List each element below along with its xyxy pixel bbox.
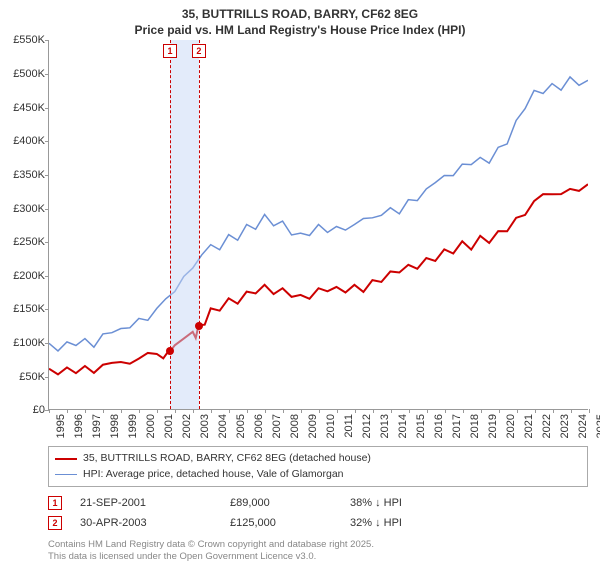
sales-table: 1 21-SEP-2001 £89,000 38% ↓ HPI 2 30-APR… [48, 493, 588, 533]
y-tick-label: £400K [13, 135, 49, 147]
legend-row-1: HPI: Average price, detached house, Vale… [55, 467, 581, 482]
chart-lines-svg [49, 40, 588, 409]
legend-swatch-0 [55, 458, 77, 460]
sale-price-1: £125,000 [230, 517, 350, 529]
x-tick-label: 2020 [502, 414, 517, 438]
y-tick-label: £200K [13, 270, 49, 282]
x-tick-label: 2003 [196, 414, 211, 438]
chart-plot-area: £0£50K£100K£150K£200K£250K£300K£350K£400… [48, 40, 588, 410]
y-tick-label: £100K [13, 337, 49, 349]
x-tick-label: 2002 [178, 414, 193, 438]
sale-date-0: 21-SEP-2001 [80, 497, 230, 509]
x-tick-label: 1999 [124, 414, 139, 438]
x-tick-label: 1998 [106, 414, 121, 438]
legend-row-0: 35, BUTTRILLS ROAD, BARRY, CF62 8EG (det… [55, 451, 581, 466]
legend-box: 35, BUTTRILLS ROAD, BARRY, CF62 8EG (det… [48, 446, 588, 486]
y-tick-label: £550K [13, 34, 49, 46]
series-line [49, 185, 588, 375]
x-tick-label: 2024 [574, 414, 589, 438]
marker-dot [166, 347, 174, 355]
x-tick-label: 2005 [232, 414, 247, 438]
y-tick-label: £500K [13, 68, 49, 80]
x-tick-label: 1995 [52, 414, 67, 438]
x-tick-label: 2017 [448, 414, 463, 438]
chart-title-block: 35, BUTTRILLS ROAD, BARRY, CF62 8EG Pric… [0, 0, 600, 40]
marker-dot [195, 322, 203, 330]
sales-row-1: 2 30-APR-2003 £125,000 32% ↓ HPI [48, 513, 588, 533]
marker-box: 2 [192, 44, 206, 58]
x-tick-label: 2004 [214, 414, 229, 438]
x-tick-label: 2011 [340, 414, 355, 438]
sale-price-0: £89,000 [230, 497, 350, 509]
x-tick-label: 2022 [538, 414, 553, 438]
x-tick-label: 2001 [160, 414, 175, 438]
x-tick-label: 2009 [304, 414, 319, 438]
x-tick-label: 1996 [70, 414, 85, 438]
x-tick-label: 2021 [520, 414, 535, 438]
y-tick-label: £50K [19, 371, 49, 383]
y-tick-label: £150K [13, 303, 49, 315]
title-line-2: Price paid vs. HM Land Registry's House … [0, 22, 600, 38]
x-tick-label: 1997 [88, 414, 103, 438]
marker-box: 1 [163, 44, 177, 58]
x-tick-label: 2023 [556, 414, 571, 438]
marker-vline [199, 40, 200, 409]
y-tick-label: £0 [33, 404, 49, 416]
y-tick-label: £250K [13, 236, 49, 248]
x-tick-label: 2010 [322, 414, 337, 438]
sale-diff-0: 38% ↓ HPI [350, 497, 470, 509]
legend-swatch-1 [55, 474, 77, 475]
x-tick-label: 2000 [142, 414, 157, 438]
highlight-band [170, 40, 199, 409]
sale-marker-1: 2 [48, 516, 62, 530]
title-line-1: 35, BUTTRILLS ROAD, BARRY, CF62 8EG [0, 6, 600, 22]
y-tick-label: £450K [13, 102, 49, 114]
x-tick-label: 2025 [592, 414, 600, 438]
sale-diff-1: 32% ↓ HPI [350, 517, 470, 529]
x-tick-label: 2008 [286, 414, 301, 438]
footer-line-2: This data is licensed under the Open Gov… [48, 551, 588, 563]
sale-date-1: 30-APR-2003 [80, 517, 230, 529]
footer-line-1: Contains HM Land Registry data © Crown c… [48, 539, 588, 551]
sale-marker-0: 1 [48, 496, 62, 510]
x-axis-labels: 1995199619971998199920002001200220032004… [48, 410, 588, 444]
legend-label-1: HPI: Average price, detached house, Vale… [83, 467, 344, 482]
y-tick-label: £350K [13, 169, 49, 181]
x-tick-label: 2007 [268, 414, 283, 438]
series-line [49, 77, 588, 351]
x-tick-label: 2019 [484, 414, 499, 438]
x-tick-label: 2014 [394, 414, 409, 438]
x-tick-label: 2015 [412, 414, 427, 438]
x-tick-label: 2012 [358, 414, 373, 438]
x-tick-label: 2006 [250, 414, 265, 438]
sales-row-0: 1 21-SEP-2001 £89,000 38% ↓ HPI [48, 493, 588, 513]
x-tick-label: 2013 [376, 414, 391, 438]
y-tick-label: £300K [13, 203, 49, 215]
x-tick-label: 2018 [466, 414, 481, 438]
x-tick-label: 2016 [430, 414, 445, 438]
legend-label-0: 35, BUTTRILLS ROAD, BARRY, CF62 8EG (det… [83, 451, 371, 466]
